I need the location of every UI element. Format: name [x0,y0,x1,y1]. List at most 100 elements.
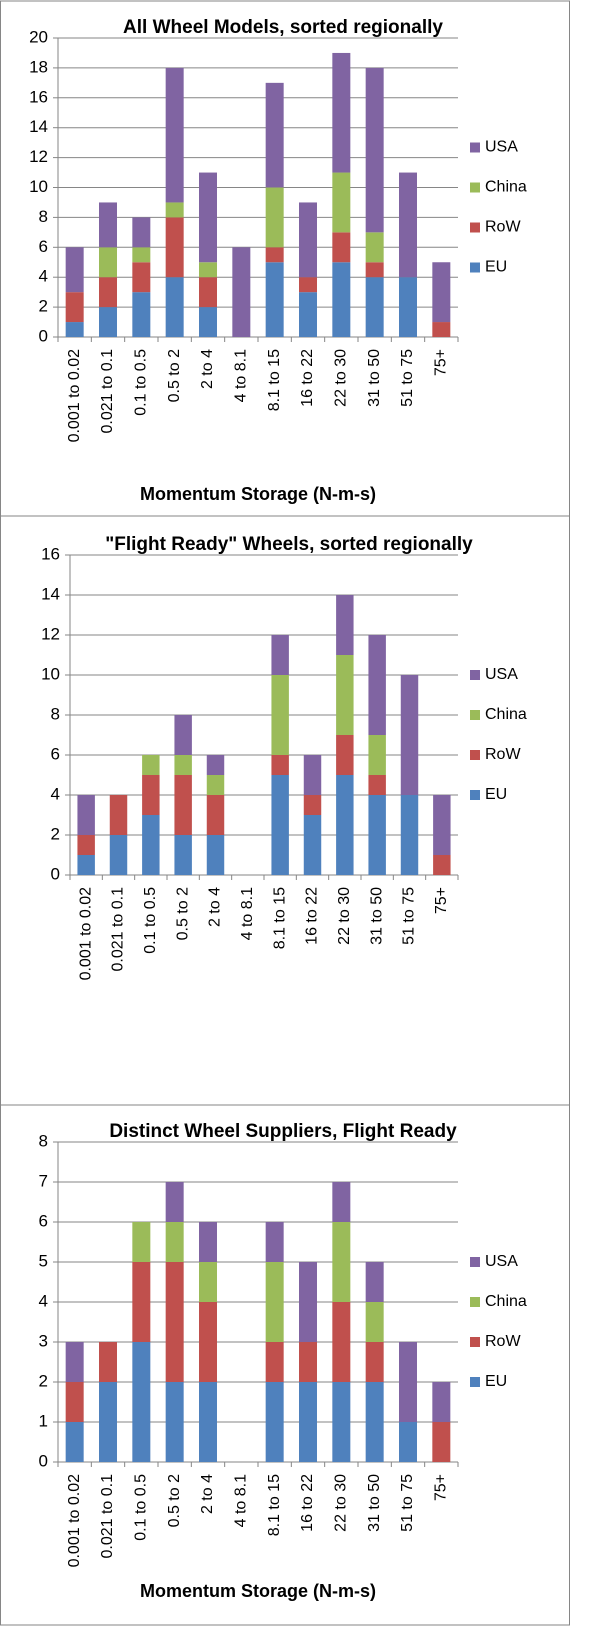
bar-segment [99,1342,117,1382]
legend-label: RoW [485,746,521,763]
bar-segment [299,202,317,278]
x-tick-label: 0.021 to 0.1 [99,349,116,434]
x-tick-label: 31 to 50 [366,349,383,407]
bar-segment [206,835,225,875]
bar-segment [433,795,451,855]
bar-segment [174,755,192,775]
bar-segment [368,635,386,735]
legend-swatch [470,1377,480,1387]
x-tick-label: 16 to 22 [304,887,321,945]
x-tick-label: 22 to 30 [333,349,350,407]
bar-segment [265,1382,284,1462]
bar-segment [365,1342,384,1382]
x-tick-label: 2 to 4 [207,887,224,927]
bar-segment [165,1222,184,1262]
bar-segment [265,262,284,337]
bar-segment [332,262,351,337]
x-tick-label: 0.001 to 0.02 [66,349,83,443]
bar-segment [332,1222,351,1302]
legend-swatch [470,222,480,233]
bar-segment [299,277,317,293]
x-tick-label: 0.5 to 2 [166,1474,183,1527]
y-tick-label: 6 [39,1211,48,1230]
y-tick-label: 20 [29,27,48,46]
bar-segment [132,1222,151,1262]
bar-segment [303,815,322,875]
legend-swatch [470,142,480,153]
x-tick-label: 4 to 8.1 [233,349,250,402]
bar-segment [199,1222,217,1262]
legend-swatch [470,670,480,680]
chart-title: "Flight Ready" Wheels, sorted regionally [105,534,473,555]
bar-segment [336,775,354,875]
y-tick-label: 4 [39,1291,48,1310]
bar-segment [365,262,384,278]
bar-segment [132,247,151,263]
y-tick-label: 3 [39,1331,48,1350]
bar-segment [265,82,284,188]
y-tick-label: 14 [29,117,48,136]
y-tick-label: 8 [39,207,48,226]
x-axis-title: Momentum Storage (N-m-s) [140,1581,376,1601]
y-tick-label: 4 [39,267,48,286]
y-tick-label: 2 [39,1371,48,1390]
x-tick-label: 22 to 30 [333,1474,350,1532]
legend-label: USA [485,139,518,156]
x-tick-label: 0.1 to 0.5 [133,349,150,416]
x-tick-label: 51 to 75 [399,349,416,407]
bar-segment [165,217,184,278]
bar-segment [132,1262,151,1342]
bar-segment [65,292,84,323]
bar-segment [336,735,354,775]
legend-label: China [485,1293,527,1310]
bar-segment [165,202,184,218]
bar-segment [432,262,451,323]
bar-segment [65,322,84,337]
bar-segment [265,1342,284,1382]
bar-segment [99,247,117,278]
bar-segment [199,1382,217,1462]
bar-segment [206,795,225,835]
bar-segment [265,187,284,248]
bar-segment [299,1262,317,1342]
legend-swatch [470,750,480,760]
bar-segment [400,675,419,795]
x-tick-label: 0.001 to 0.02 [66,1474,83,1568]
bar-segment [65,1422,84,1462]
x-tick-label: 75+ [433,349,450,376]
chart-title: Distinct Wheel Suppliers, Flight Ready [109,1121,457,1142]
bar-segment [132,1342,151,1462]
bar-segment [65,1342,84,1382]
bar-segment [206,775,225,795]
x-tick-label: 0.1 to 0.5 [133,1474,150,1541]
bar-segment [365,1302,384,1342]
bar-segment [165,1262,184,1382]
x-tick-label: 2 to 4 [199,1474,216,1514]
x-tick-label: 8.1 to 15 [266,349,283,411]
bar-segment [299,1382,317,1462]
bar-segment [365,277,384,337]
bar-segment [165,1382,184,1462]
bar-segment [174,835,192,875]
x-tick-label: 16 to 22 [299,1474,316,1532]
bar-segment [77,835,95,855]
bar-segment [165,277,184,337]
bar-segment [132,217,151,248]
x-tick-label: 0.5 to 2 [166,349,183,402]
bar-segment [199,1302,217,1382]
bar-segment [368,775,386,795]
bar-segment [99,307,117,337]
bar-segment [432,322,451,337]
x-tick-label: 8.1 to 15 [266,1474,283,1536]
bar-segment [199,277,217,308]
y-tick-label: 8 [39,1131,48,1150]
y-tick-label: 1 [39,1411,48,1430]
y-tick-label: 5 [39,1251,48,1270]
x-tick-label: 31 to 50 [368,887,385,945]
x-tick-label: 51 to 75 [399,1474,416,1532]
bar-segment [109,795,128,835]
bar-segment [99,1382,117,1462]
bar-segment [365,1382,384,1462]
bar-segment [399,172,417,278]
y-tick-label: 0 [39,326,48,345]
